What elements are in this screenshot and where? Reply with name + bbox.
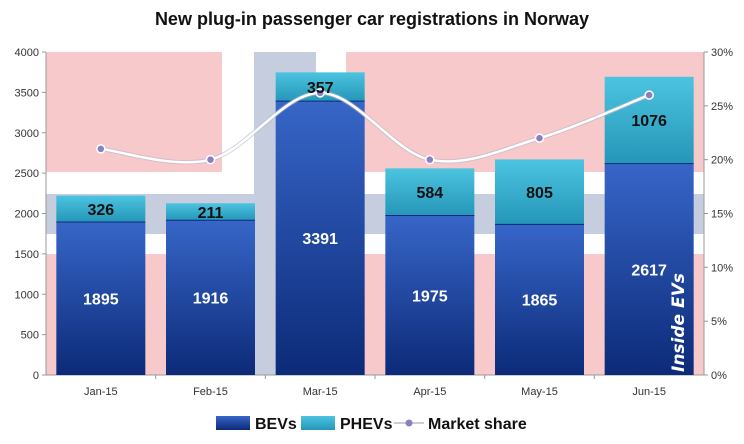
market-share-point bbox=[96, 144, 106, 154]
x-tick-label: Jun-15 bbox=[632, 386, 666, 398]
legend: BEVs PHEVs Market share bbox=[216, 416, 527, 433]
x-tick-label: Jan-15 bbox=[84, 386, 118, 398]
y2-tick-label: 20% bbox=[711, 155, 733, 167]
bar-label-bev: 2617 bbox=[631, 262, 667, 279]
market-share-point bbox=[425, 154, 435, 165]
bar-label-phev: 326 bbox=[87, 202, 114, 219]
bar-bev bbox=[604, 163, 694, 375]
bar-phev bbox=[56, 195, 146, 222]
watermark: Inside EVs bbox=[669, 273, 689, 372]
x-tick-label: Mar-15 bbox=[303, 386, 338, 398]
market-share-line-path bbox=[100, 91, 650, 164]
bar-label-bev: 1895 bbox=[83, 291, 119, 308]
market-share-point bbox=[644, 90, 654, 100]
bar-phev bbox=[166, 203, 255, 221]
flag-blue-cross-horizontal bbox=[46, 194, 704, 234]
bar-label-phev: 805 bbox=[526, 185, 553, 202]
x-tick-label: Apr-15 bbox=[413, 386, 446, 398]
bar-label-phev: 1076 bbox=[631, 113, 667, 130]
legend-swatch-marker bbox=[405, 419, 413, 427]
y2-tick-label: 10% bbox=[711, 262, 733, 274]
data-labels: 1895 326 1916 211 3391 357 1975 584 1865 805 2617 1… bbox=[83, 80, 667, 310]
y-tick-label: 4000 bbox=[15, 47, 39, 59]
bar-bev bbox=[495, 224, 584, 375]
bar-bev bbox=[166, 220, 255, 375]
y2-tick-label: 30% bbox=[711, 47, 733, 59]
x-tick-label: Feb-15 bbox=[193, 386, 228, 398]
axes: 0 500 1000 1500 2000 2500 3000 3500 4000 0% 5% 10% 1… bbox=[15, 47, 734, 398]
y-tick-label: 1000 bbox=[15, 289, 39, 301]
y2-tick-label: 0% bbox=[711, 370, 727, 382]
bar-bev bbox=[385, 215, 475, 375]
legend-label-bevs: BEVs bbox=[255, 416, 297, 433]
market-share-line bbox=[96, 88, 654, 165]
market-share-point bbox=[315, 88, 325, 98]
y-tick-label: 3000 bbox=[15, 128, 39, 140]
bar-phev bbox=[495, 159, 584, 225]
legend-label-market-share: Market share bbox=[428, 416, 527, 433]
bar-phev bbox=[385, 168, 475, 216]
y-tick-label: 1500 bbox=[15, 249, 39, 261]
bar-label-bev: 3391 bbox=[302, 231, 338, 248]
bar-label-phev: 584 bbox=[416, 185, 443, 202]
bar-label-phev: 211 bbox=[198, 205, 224, 222]
legend-swatch-phevs bbox=[301, 416, 335, 430]
bar-label-bev: 1975 bbox=[412, 288, 448, 305]
bars bbox=[56, 72, 694, 375]
y-tick-label: 3500 bbox=[15, 87, 39, 99]
bar-label-phev: 357 bbox=[307, 80, 334, 97]
market-share-point bbox=[534, 133, 545, 143]
bar-bev bbox=[56, 221, 146, 375]
bar-label-bev: 1916 bbox=[193, 291, 229, 308]
y2-tick-label: 15% bbox=[711, 209, 733, 221]
x-tick-label: May-15 bbox=[521, 386, 558, 398]
legend-label-phevs: PHEVs bbox=[340, 416, 393, 433]
chart-title: New plug-in passenger car registrations … bbox=[155, 9, 589, 29]
y-tick-label: 0 bbox=[33, 370, 39, 382]
legend-swatch-bevs bbox=[216, 416, 250, 430]
y-tick-label: 2000 bbox=[15, 209, 39, 221]
y-tick-label: 2500 bbox=[15, 168, 39, 180]
y-tick-label: 500 bbox=[21, 330, 39, 342]
market-share-point bbox=[205, 154, 216, 165]
y2-tick-label: 5% bbox=[711, 316, 727, 328]
y2-tick-label: 25% bbox=[711, 101, 733, 113]
bar-bev bbox=[275, 101, 365, 375]
bar-label-bev: 1865 bbox=[522, 293, 558, 310]
